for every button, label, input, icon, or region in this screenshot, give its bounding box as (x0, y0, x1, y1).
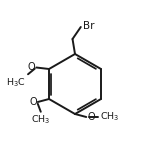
Text: O: O (87, 112, 95, 122)
Text: Br: Br (83, 21, 94, 31)
Text: CH$_3$: CH$_3$ (31, 114, 51, 126)
Text: CH$_3$: CH$_3$ (100, 111, 119, 123)
Text: H$_3$C: H$_3$C (6, 76, 26, 89)
Text: O: O (29, 97, 37, 107)
Text: O: O (28, 63, 36, 72)
